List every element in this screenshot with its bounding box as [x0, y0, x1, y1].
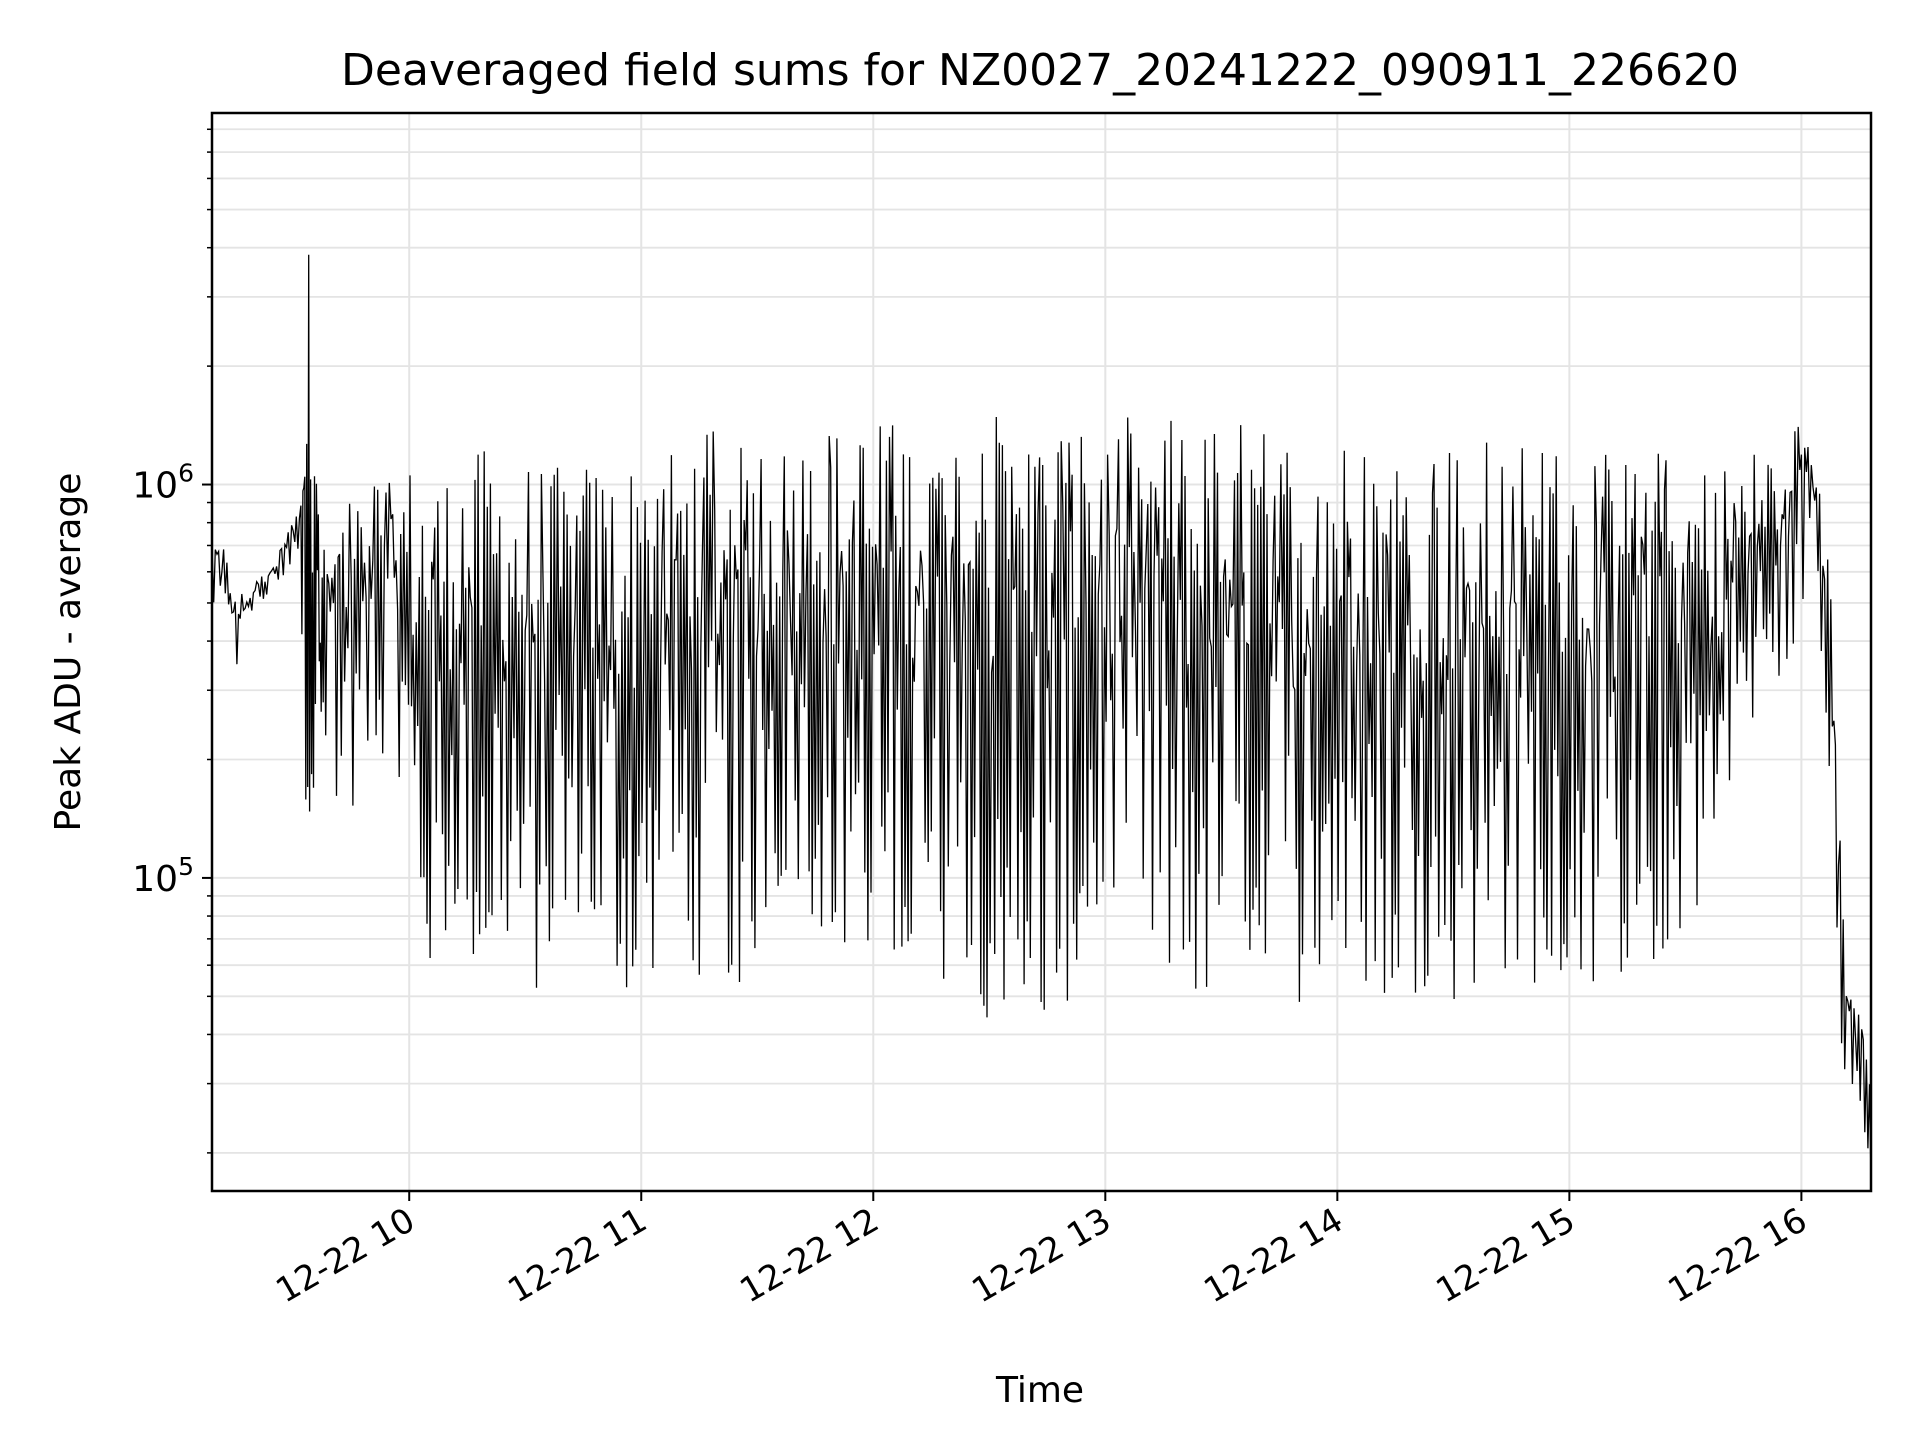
y-tick-exponent: 5 [178, 852, 194, 881]
y-tick-label: 105 [132, 852, 194, 900]
y-tick-exponent: 6 [178, 459, 194, 488]
data-series [211, 254, 1872, 1181]
y-tick-base: 10 [132, 859, 178, 900]
y-axis-label: Peak ADU - average [48, 473, 89, 832]
y-tick-label: 106 [132, 459, 194, 507]
plot-area-frame [210, 111, 1873, 1193]
y-tick-base: 10 [132, 466, 178, 507]
chart-title: Deaveraged field sums for NZ0027_2024122… [341, 45, 1739, 96]
x-axis-label: Time [995, 1370, 1084, 1411]
series-line [211, 254, 1872, 1181]
